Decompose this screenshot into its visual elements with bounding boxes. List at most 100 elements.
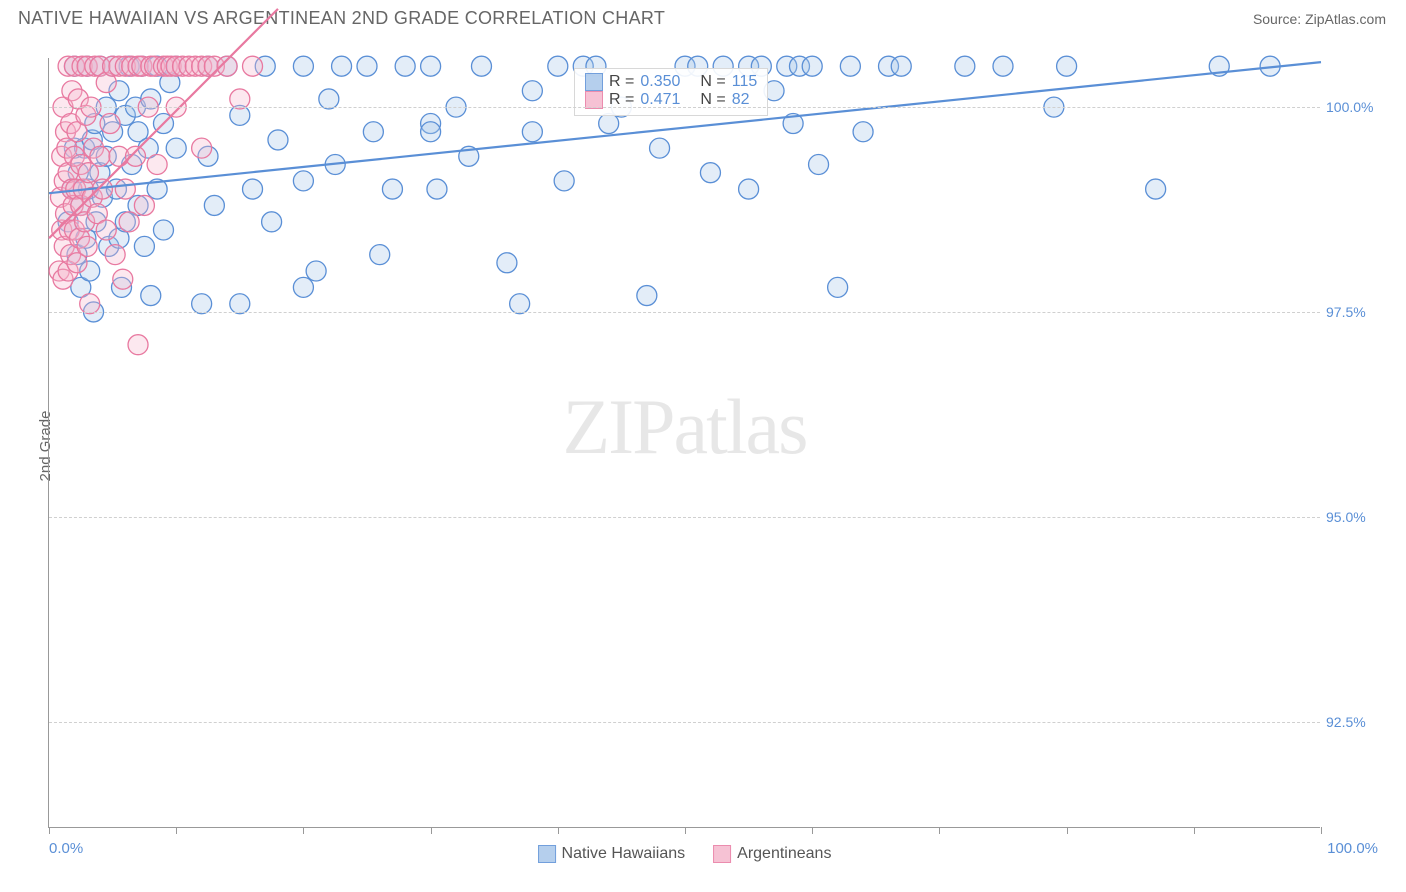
data-point	[637, 286, 657, 306]
data-point	[268, 130, 288, 150]
data-point	[522, 122, 542, 142]
data-point	[141, 286, 161, 306]
data-point	[319, 89, 339, 109]
data-point	[891, 56, 911, 76]
data-point	[382, 179, 402, 199]
x-min-label: 0.0%	[49, 840, 83, 857]
data-point	[421, 122, 441, 142]
scatter-svg	[49, 58, 1321, 828]
y-tick-label: 92.5%	[1326, 714, 1378, 730]
x-max-label: 100.0%	[1327, 840, 1378, 857]
data-point	[96, 220, 116, 240]
x-tick	[1321, 827, 1322, 834]
data-point	[147, 154, 167, 174]
data-point	[77, 236, 97, 256]
data-point	[128, 335, 148, 355]
data-point	[1146, 179, 1166, 199]
data-point	[840, 56, 860, 76]
data-point	[262, 212, 282, 232]
data-point	[548, 56, 568, 76]
n-label: N =	[700, 73, 725, 91]
data-point	[192, 138, 212, 158]
data-point	[90, 146, 110, 166]
x-tick	[939, 827, 940, 834]
data-point	[119, 212, 139, 232]
data-point	[105, 245, 125, 265]
data-point	[427, 179, 447, 199]
data-point	[650, 138, 670, 158]
data-point	[243, 56, 263, 76]
x-tick	[49, 827, 50, 834]
y-tick-label: 100.0%	[1326, 99, 1378, 115]
data-point	[134, 195, 154, 215]
data-point	[293, 56, 313, 76]
data-point	[471, 56, 491, 76]
data-point	[497, 253, 517, 273]
data-point	[125, 146, 145, 166]
gridline	[49, 722, 1320, 723]
x-tick	[1067, 827, 1068, 834]
data-point	[739, 179, 759, 199]
data-point	[809, 154, 829, 174]
data-point	[243, 179, 263, 199]
data-point	[115, 179, 135, 199]
data-point	[599, 114, 619, 134]
x-tick	[303, 827, 304, 834]
data-point	[357, 56, 377, 76]
data-point	[230, 294, 250, 314]
data-point	[395, 56, 415, 76]
data-point	[113, 269, 133, 289]
data-point	[230, 89, 250, 109]
n-value-hawaiians: 115	[732, 73, 758, 91]
legend-swatch-argentineans-icon	[713, 845, 731, 863]
data-point	[80, 294, 100, 314]
r-label: R =	[609, 73, 634, 91]
data-point	[306, 261, 326, 281]
x-tick	[176, 827, 177, 834]
source-label: Source: ZipAtlas.com	[1253, 11, 1386, 27]
data-point	[370, 245, 390, 265]
swatch-hawaiians-icon	[585, 73, 603, 91]
data-point	[955, 56, 975, 76]
gridline	[49, 107, 1320, 108]
data-point	[363, 122, 383, 142]
data-point	[522, 81, 542, 101]
data-point	[510, 294, 530, 314]
gridline	[49, 312, 1320, 313]
data-point	[192, 294, 212, 314]
x-tick	[685, 827, 686, 834]
data-point	[293, 277, 313, 297]
stats-box: R = 0.350 N = 115 R = 0.471 N = 82	[574, 68, 768, 116]
data-point	[853, 122, 873, 142]
data-point	[134, 236, 154, 256]
stats-row-hawaiians: R = 0.350 N = 115	[585, 73, 757, 91]
data-point	[166, 138, 186, 158]
data-point	[421, 56, 441, 76]
legend-item-argentineans: Argentineans	[713, 845, 831, 863]
data-point	[204, 195, 224, 215]
x-tick	[1194, 827, 1195, 834]
chart-title: NATIVE HAWAIIAN VS ARGENTINEAN 2ND GRADE…	[18, 8, 665, 29]
legend: Native Hawaiians Argentineans	[538, 845, 832, 863]
data-point	[828, 277, 848, 297]
data-point	[802, 56, 822, 76]
gridline	[49, 517, 1320, 518]
legend-swatch-hawaiians-icon	[538, 845, 556, 863]
data-point	[1057, 56, 1077, 76]
y-tick-label: 97.5%	[1326, 304, 1378, 320]
r-value-hawaiians: 0.350	[640, 73, 680, 91]
chart-area: ZIPatlas R = 0.350 N = 115 R = 0.471 N =…	[48, 58, 1320, 828]
data-point	[100, 114, 120, 134]
x-tick	[558, 827, 559, 834]
data-point	[554, 171, 574, 191]
data-point	[700, 163, 720, 183]
data-point	[153, 220, 173, 240]
x-tick	[812, 827, 813, 834]
x-tick	[431, 827, 432, 834]
y-tick-label: 95.0%	[1326, 509, 1378, 525]
data-point	[293, 171, 313, 191]
legend-item-hawaiians: Native Hawaiians	[538, 845, 686, 863]
data-point	[993, 56, 1013, 76]
plot-area: ZIPatlas R = 0.350 N = 115 R = 0.471 N =…	[48, 58, 1320, 828]
data-point	[332, 56, 352, 76]
